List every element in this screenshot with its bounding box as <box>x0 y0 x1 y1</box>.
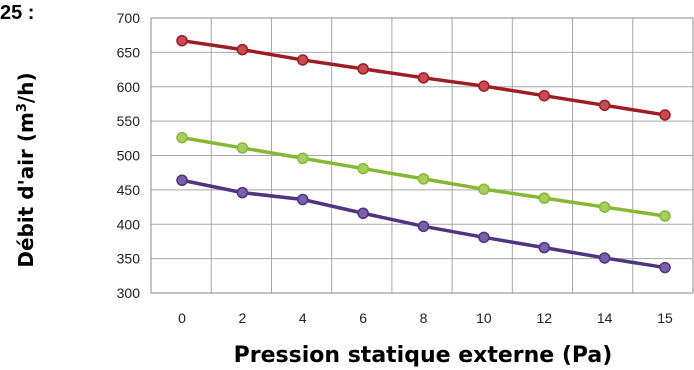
data-point <box>479 184 489 194</box>
x-tick-label: 6 <box>359 310 367 326</box>
data-point <box>177 36 187 46</box>
y-tick-label: 600 <box>117 79 141 95</box>
data-point <box>419 73 429 83</box>
data-point <box>539 243 549 253</box>
y-axis-title-prefix: Débit d'air (m <box>14 112 38 267</box>
data-point <box>660 110 670 120</box>
series-2 <box>177 133 670 221</box>
y-tick-label: 300 <box>117 285 141 301</box>
x-tick-label: 2 <box>238 310 246 326</box>
x-tick-label: 10 <box>476 310 492 326</box>
y-tick-label: 550 <box>117 113 141 129</box>
data-point <box>298 153 308 163</box>
x-tick-label: 14 <box>597 310 613 326</box>
data-point <box>358 164 368 174</box>
data-point <box>237 188 247 198</box>
y-tick-label: 500 <box>117 148 141 164</box>
x-tick-label: 8 <box>420 310 428 326</box>
data-point <box>237 45 247 55</box>
data-point <box>419 221 429 231</box>
data-point <box>660 263 670 273</box>
x-tick-label: 12 <box>536 310 552 326</box>
y-axis-title-superscript: 3 <box>15 103 30 112</box>
series-1 <box>177 36 670 120</box>
x-axis-tick-labels: 0 2 4 6 8 10 12 14 15 <box>178 310 673 326</box>
chart-grid <box>151 18 693 293</box>
y-tick-label: 650 <box>117 44 141 60</box>
data-point <box>479 232 489 242</box>
data-point <box>298 195 308 205</box>
chart-series <box>177 36 670 273</box>
data-point <box>539 193 549 203</box>
data-point <box>600 253 610 263</box>
data-point <box>237 143 247 153</box>
data-point <box>358 64 368 74</box>
x-tick-label: 0 <box>178 310 186 326</box>
y-tick-label: 350 <box>117 251 141 267</box>
y-axis-title: Débit d'air (m3/h) <box>14 72 38 267</box>
y-tick-label: 400 <box>117 216 141 232</box>
y-axis-title-suffix: /h) <box>14 72 38 103</box>
x-tick-label: 4 <box>299 310 307 326</box>
data-point <box>177 133 187 143</box>
data-point <box>358 208 368 218</box>
y-tick-label: 450 <box>117 182 141 198</box>
data-point <box>600 202 610 212</box>
data-point <box>419 174 429 184</box>
x-axis-title: Pression statique externe (Pa) <box>234 343 613 368</box>
x-tick-label: 15 <box>657 310 673 326</box>
y-axis-tick-labels: 300 350 400 450 500 550 600 650 700 <box>117 10 141 301</box>
y-tick-label: 700 <box>117 10 141 26</box>
data-point <box>479 81 489 91</box>
data-point <box>539 91 549 101</box>
data-point <box>660 211 670 221</box>
data-point <box>600 100 610 110</box>
data-point <box>177 175 187 185</box>
data-point <box>298 55 308 65</box>
